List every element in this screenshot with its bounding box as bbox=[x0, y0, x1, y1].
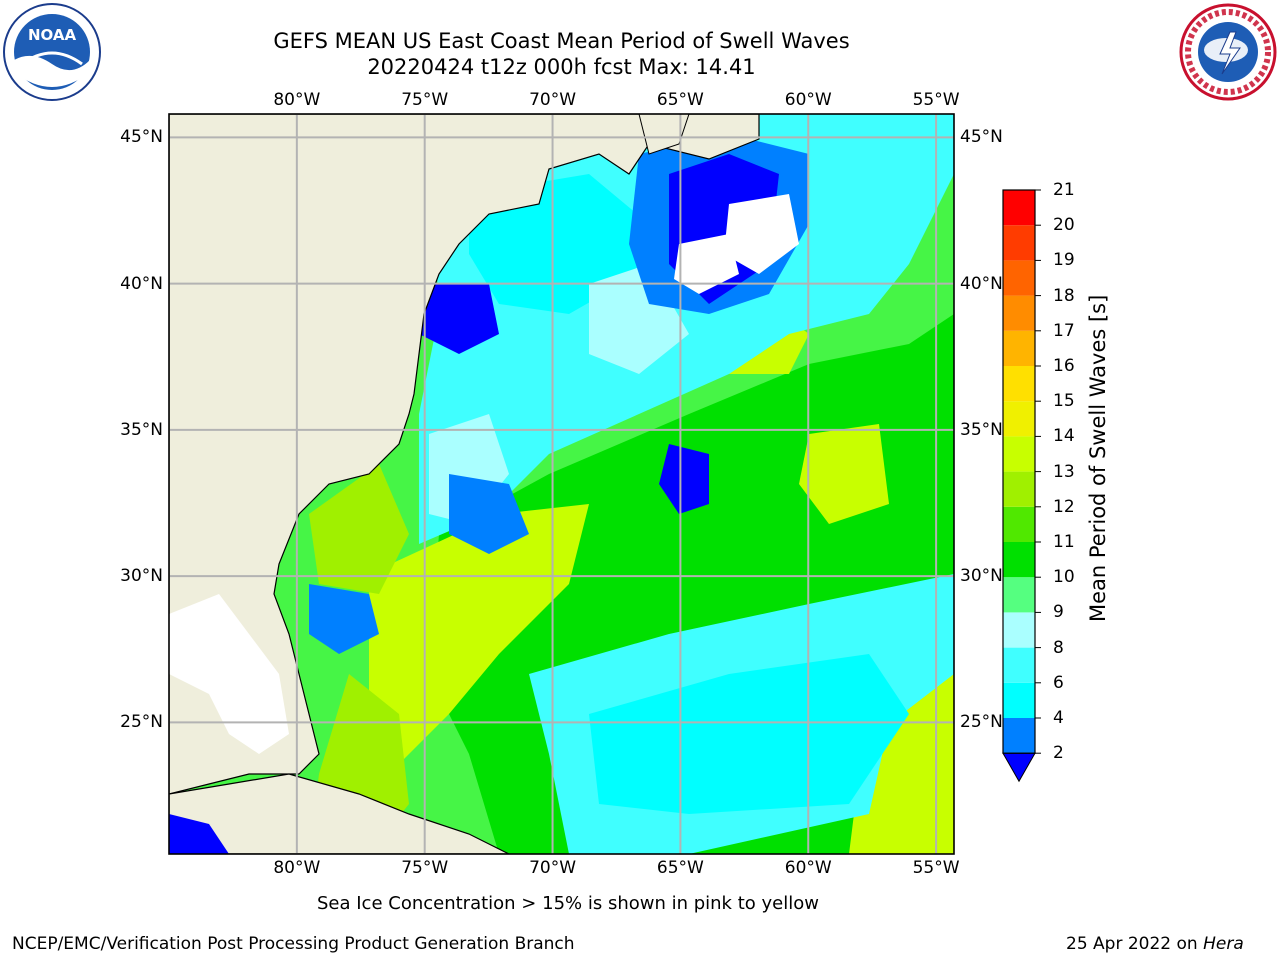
chart-title-line2: 20220424 t12z 000h fcst Max: 14.41 bbox=[367, 55, 756, 79]
colorbar-label: 16 bbox=[1053, 356, 1075, 376]
longitude-label: 65°W bbox=[656, 858, 704, 878]
colorbar-swatch bbox=[1003, 295, 1035, 331]
colorbar-label: 21 bbox=[1053, 180, 1075, 200]
sea-ice-note: Sea Ice Concentration > 15% is shown in … bbox=[317, 893, 819, 914]
colorbar-swatch bbox=[1003, 366, 1035, 402]
latitude-label: 45°N bbox=[120, 127, 163, 148]
graticule bbox=[169, 114, 954, 854]
latitude-label: 25°N bbox=[120, 712, 163, 733]
colorbar-swatch bbox=[1003, 577, 1035, 613]
latitude-label: 35°N bbox=[120, 419, 163, 440]
colorbar-swatch bbox=[1003, 612, 1035, 648]
colorbar-swatch bbox=[1003, 190, 1035, 226]
colorbar-label: 19 bbox=[1053, 250, 1075, 271]
national-weather-service-logo bbox=[1179, 3, 1277, 101]
longitude-label: 70°W bbox=[529, 858, 577, 878]
longitude-label: 80°W bbox=[273, 858, 321, 878]
colorbar-swatch bbox=[1003, 401, 1035, 437]
colorbar-label: 17 bbox=[1053, 320, 1075, 341]
noaa-logo-text: NOAA bbox=[28, 26, 77, 44]
latitude-label: 45°N bbox=[960, 127, 1003, 148]
date-stamp: 25 Apr 2022 on Hera bbox=[1066, 933, 1244, 955]
colorbar-swatch bbox=[1003, 330, 1035, 366]
longitude-label: 65°W bbox=[656, 90, 704, 110]
colorbar-swatch bbox=[1003, 471, 1035, 507]
colorbar-label: 18 bbox=[1053, 285, 1075, 306]
colorbar bbox=[1002, 189, 1041, 783]
machine-name: Hera bbox=[1203, 934, 1244, 954]
colorbar-label: 15 bbox=[1053, 391, 1075, 412]
longitude-label: 55°W bbox=[912, 858, 960, 878]
colorbar-label: 9 bbox=[1053, 602, 1064, 623]
latitude-label: 30°N bbox=[120, 566, 163, 587]
longitude-label: 75°W bbox=[401, 90, 449, 110]
colorbar-label: 11 bbox=[1053, 532, 1075, 552]
longitude-label: 60°W bbox=[784, 858, 832, 878]
longitude-label: 55°W bbox=[912, 90, 960, 110]
colorbar-title: Mean Period of Swell Waves [s] bbox=[1086, 294, 1110, 622]
swell-period-map bbox=[168, 113, 955, 855]
colorbar-label: 14 bbox=[1053, 426, 1075, 447]
colorbar-label: 8 bbox=[1053, 637, 1064, 658]
noaa-logo: NOAA bbox=[3, 3, 101, 101]
latitude-label: 25°N bbox=[960, 712, 1003, 733]
latitude-label: 30°N bbox=[960, 566, 1003, 587]
colorbar-extend-arrow bbox=[1002, 752, 1036, 783]
credit-line: NCEP/EMC/Verification Post Processing Pr… bbox=[12, 934, 575, 954]
colorbar-label: 2 bbox=[1053, 743, 1064, 764]
latitude-label: 40°N bbox=[120, 273, 163, 294]
colorbar-label: 20 bbox=[1053, 215, 1075, 236]
latitude-label: 40°N bbox=[960, 273, 1003, 294]
colorbar-swatch bbox=[1003, 436, 1035, 472]
longitude-label: 60°W bbox=[784, 90, 832, 110]
date-text: 25 Apr 2022 on bbox=[1066, 934, 1198, 954]
longitude-label: 80°W bbox=[273, 90, 321, 110]
colorbar-label: 13 bbox=[1053, 461, 1075, 482]
colorbar-swatch bbox=[1003, 260, 1035, 296]
colorbar-swatch bbox=[1003, 647, 1035, 683]
map-frame bbox=[168, 113, 955, 855]
colorbar-label: 10 bbox=[1053, 567, 1075, 588]
colorbar-label: 12 bbox=[1053, 496, 1075, 517]
latitude-label: 35°N bbox=[960, 419, 1003, 440]
colorbar-label: 6 bbox=[1053, 672, 1064, 693]
colorbar-label: 4 bbox=[1053, 708, 1064, 728]
colorbar-swatch bbox=[1003, 718, 1035, 754]
longitude-label: 70°W bbox=[529, 90, 577, 110]
longitude-label: 75°W bbox=[401, 858, 449, 878]
chart-title-line1: GEFS MEAN US East Coast Mean Period of S… bbox=[273, 29, 850, 53]
colorbar-swatch bbox=[1003, 225, 1035, 261]
colorbar-swatch bbox=[1003, 542, 1035, 578]
colorbar-swatch bbox=[1003, 506, 1035, 542]
colorbar-swatch bbox=[1003, 682, 1035, 718]
